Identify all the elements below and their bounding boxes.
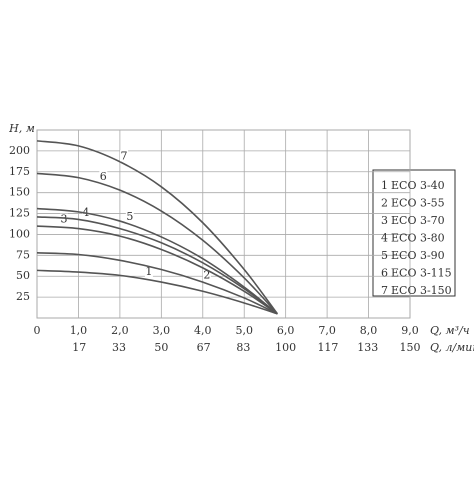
curve-label-bg <box>99 171 108 183</box>
x-tick-label: 6,0 <box>277 324 295 337</box>
x-tick-label: 3,0 <box>153 324 171 337</box>
legend-name: ECO 3-115 <box>391 267 452 280</box>
y-tick-label: 50 <box>16 269 30 282</box>
curve-label-bg <box>144 266 153 278</box>
x-tick-label: 1,0 <box>70 324 88 337</box>
legend-id: 7 <box>381 284 388 297</box>
x-tick-label: 8,0 <box>360 324 378 337</box>
legend-id: 1 <box>381 179 388 192</box>
legend-name: ECO 3-150 <box>391 284 452 297</box>
y-tick-label: 175 <box>9 165 30 178</box>
pump-curve <box>36 252 278 315</box>
y-tick-label: 25 <box>16 290 30 303</box>
x2-tick-label: 67 <box>197 341 211 354</box>
legend-name: ECO 3-70 <box>391 214 445 227</box>
curve-label: 1 <box>145 265 152 278</box>
legend-id: 4 <box>381 232 388 245</box>
curve-label-bg <box>59 213 68 225</box>
curve-label-bg <box>202 269 211 281</box>
curve-label-bg <box>120 150 129 162</box>
x-tick-label: 4,0 <box>194 324 212 337</box>
y-tick-label: 75 <box>16 248 30 261</box>
legend-name: ECO 3-40 <box>391 179 445 192</box>
x2-tick-label: 150 <box>400 341 421 354</box>
x-tick-label: 0 <box>34 324 41 337</box>
legend-id: 5 <box>381 249 388 262</box>
curve-label: 6 <box>100 170 107 183</box>
legend-id: 2 <box>381 197 388 210</box>
legend-name: ECO 3-80 <box>391 232 445 245</box>
y-tick-label: 200 <box>9 144 30 157</box>
curve-label: 7 <box>121 149 128 162</box>
x2-tick-label: 100 <box>275 341 296 354</box>
y-tick-label: 125 <box>9 207 30 220</box>
x-axis-label: Q, м³/ч <box>430 324 470 337</box>
x2-tick-label: 83 <box>236 341 250 354</box>
x-tick-label: 5,0 <box>235 324 253 337</box>
x-tick-label: 2,0 <box>111 324 129 337</box>
y-tick-label: 150 <box>9 186 30 199</box>
x-tick-label: 7,0 <box>318 324 336 337</box>
x2-tick-label: 133 <box>357 341 378 354</box>
pump-curve <box>36 172 278 315</box>
curve-label-bg <box>125 210 134 222</box>
pump-curve <box>36 140 279 315</box>
legend-id: 3 <box>381 214 388 227</box>
pump-curve <box>36 207 278 315</box>
x2-tick-label: 50 <box>154 341 168 354</box>
legend-name: ECO 3-55 <box>391 197 445 210</box>
x-tick-label: 9,0 <box>401 324 419 337</box>
legend-id: 6 <box>381 267 388 280</box>
pump-curve <box>36 216 278 315</box>
x2-tick-label: 33 <box>112 341 126 354</box>
x2-axis-label: Q, л/мин <box>430 341 474 354</box>
x2-tick-label: 17 <box>72 341 86 354</box>
x2-tick-label: 117 <box>317 341 338 354</box>
curve-label: 2 <box>203 269 210 282</box>
curve-label: 3 <box>60 213 67 226</box>
pump-curve <box>36 225 278 315</box>
pump-curve <box>36 269 278 315</box>
legend-box <box>372 169 456 297</box>
y-tick-label: 100 <box>9 227 30 240</box>
y-axis-label: H, м <box>8 122 35 135</box>
legend-name: ECO 3-90 <box>391 249 445 262</box>
curve-label: 5 <box>126 210 133 223</box>
